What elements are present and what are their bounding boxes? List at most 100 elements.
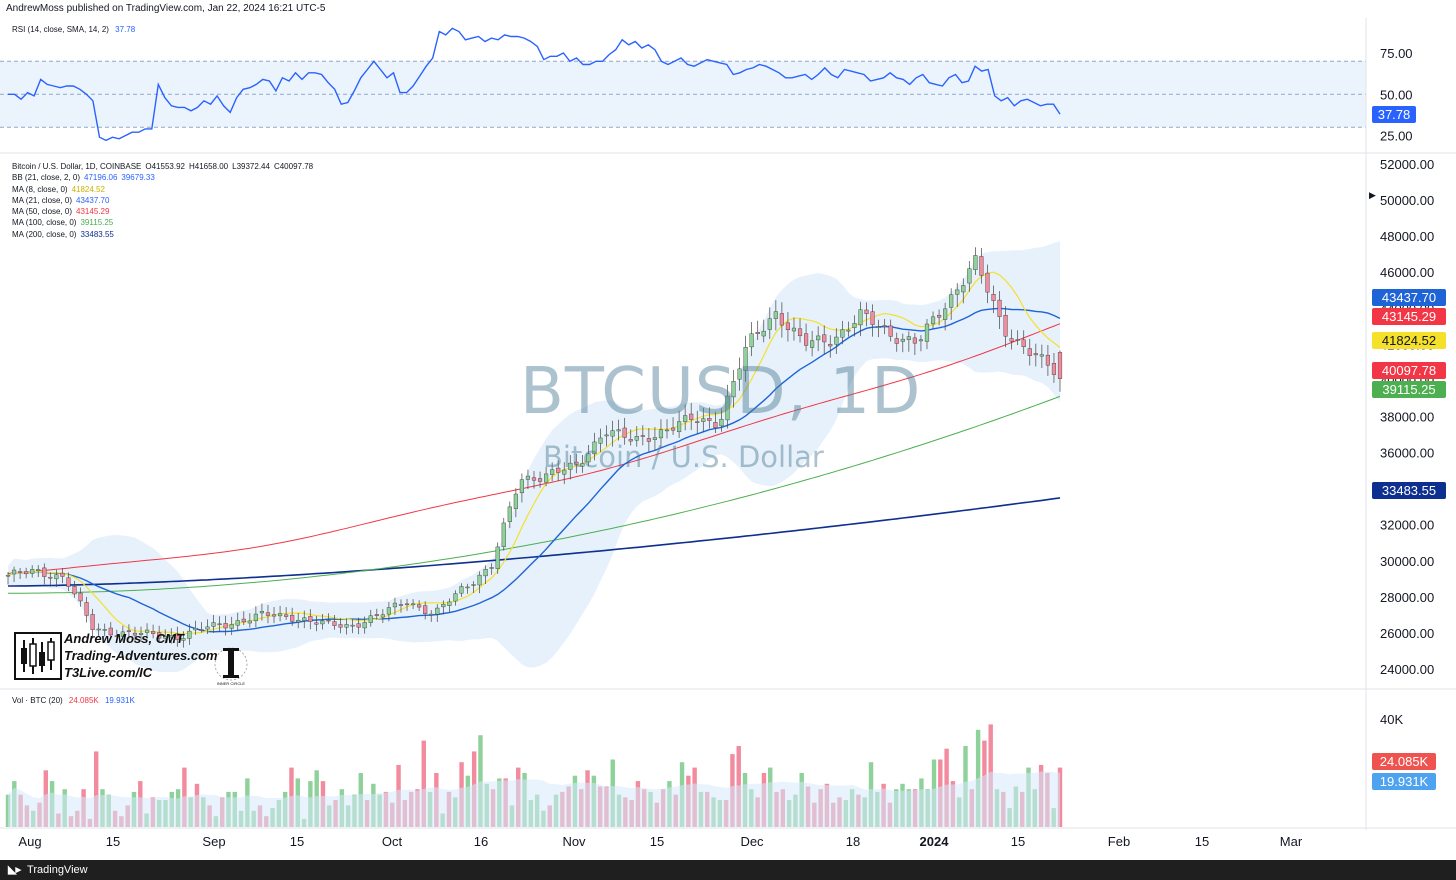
candle-body — [616, 429, 621, 432]
candle — [169, 628, 174, 644]
candle-body — [108, 627, 113, 636]
price-legend-value: C40097.78 — [273, 162, 314, 171]
tradingview-logo-icon: ◣▸ — [8, 864, 21, 876]
candle — [374, 608, 379, 620]
price-legend-row: Bitcoin / U.S. Dollar, 1D, COINBASE O4155… — [12, 161, 313, 172]
candle-body — [912, 337, 917, 344]
candle-body — [495, 546, 500, 569]
candle — [253, 606, 258, 628]
candle — [290, 607, 295, 626]
candle-body — [519, 479, 524, 494]
candle — [604, 425, 609, 447]
candle — [646, 428, 651, 452]
volume-legend: Vol · BTC (20) 24.085K 19.931K — [12, 695, 135, 706]
candle — [247, 613, 252, 628]
candle-body — [1057, 352, 1063, 379]
candle-body — [755, 332, 760, 334]
candle-body — [435, 607, 440, 615]
candle — [882, 318, 887, 335]
time-tick-label: 2024 — [920, 834, 950, 849]
candle — [785, 312, 791, 342]
candle-body — [967, 268, 972, 284]
candle — [810, 330, 815, 357]
candle-body — [253, 613, 258, 622]
rsi-badge: 37.78 — [1372, 106, 1416, 124]
price-legend-label: MA (100, close, 0) — [12, 218, 77, 228]
candle-body — [48, 576, 53, 579]
candle — [1039, 344, 1044, 369]
candle — [924, 319, 930, 350]
candle — [695, 410, 700, 434]
candle — [586, 445, 591, 466]
candle-body — [610, 430, 615, 437]
candle — [265, 605, 271, 624]
candle-body — [120, 631, 125, 637]
price-legend-value: 47196.06 — [84, 173, 118, 183]
candle — [132, 626, 138, 643]
candle — [187, 623, 192, 645]
candle — [380, 609, 385, 624]
candle — [163, 629, 168, 644]
candle — [114, 629, 119, 640]
candle-body — [114, 635, 119, 637]
candle — [259, 603, 265, 621]
rsi-tick-label: 75.00 — [1380, 46, 1413, 61]
candle-body — [284, 614, 289, 617]
price-legend-row: MA (200, close, 0) 33483.55 — [12, 229, 313, 240]
candlestick-logo-icon — [14, 632, 62, 680]
candle — [205, 619, 210, 634]
candle — [937, 309, 942, 326]
candle — [398, 599, 404, 613]
price-tick-label: 24000.00 — [1380, 662, 1434, 677]
price-tick-label: 50000.00 — [1380, 193, 1434, 208]
candle — [761, 319, 766, 343]
candle-body — [290, 614, 295, 622]
candle — [755, 320, 760, 341]
candle-body — [404, 603, 410, 606]
candle — [447, 598, 452, 612]
candle-body — [302, 617, 307, 621]
candle — [1045, 344, 1050, 376]
candle-body — [550, 469, 555, 475]
price-tick-label: 38000.00 — [1380, 409, 1434, 424]
candle — [713, 411, 718, 433]
volume-badge: 24.085K — [1372, 753, 1436, 770]
candle — [495, 542, 500, 574]
candle-body — [562, 469, 567, 475]
rsi-legend-label: RSI (14, close, SMA, 14, 2) — [12, 25, 109, 34]
candle — [217, 616, 222, 633]
price-legend-label: MA (8, close, 0) — [12, 184, 68, 194]
candle-body — [30, 569, 35, 574]
candle-body — [531, 477, 537, 481]
author-name: Andrew Moss, CMT — [64, 631, 184, 646]
candle-body — [1003, 314, 1008, 337]
candle — [834, 328, 839, 355]
candle — [54, 569, 59, 587]
candle — [973, 247, 978, 276]
price-legend-value: O41553.92 — [145, 162, 185, 171]
candle — [368, 609, 373, 627]
time-tick-label: 15 — [1195, 834, 1209, 849]
price-legend-value: 33483.55 — [80, 229, 114, 239]
candle-body — [483, 569, 488, 577]
inner-circle-text: INNER CIRCLE — [217, 681, 246, 686]
candle-body — [894, 338, 899, 344]
candle-body — [84, 602, 89, 616]
candle-body — [344, 624, 349, 628]
candle — [870, 304, 875, 337]
candle-body — [362, 622, 367, 629]
candle-body — [507, 506, 512, 522]
candle — [634, 426, 639, 447]
candle — [144, 623, 150, 639]
candle — [441, 600, 446, 615]
candle-body — [441, 603, 446, 608]
candle — [284, 607, 289, 620]
candle-body — [918, 339, 924, 342]
volume-legend-value-ma: 19.931K — [104, 696, 135, 705]
candle-body — [864, 309, 869, 314]
price-legend-label: MA (50, close, 0) — [12, 207, 73, 217]
candle — [404, 598, 410, 611]
candle-body — [888, 325, 893, 337]
candle-body — [513, 493, 518, 509]
candle-body — [411, 603, 416, 606]
